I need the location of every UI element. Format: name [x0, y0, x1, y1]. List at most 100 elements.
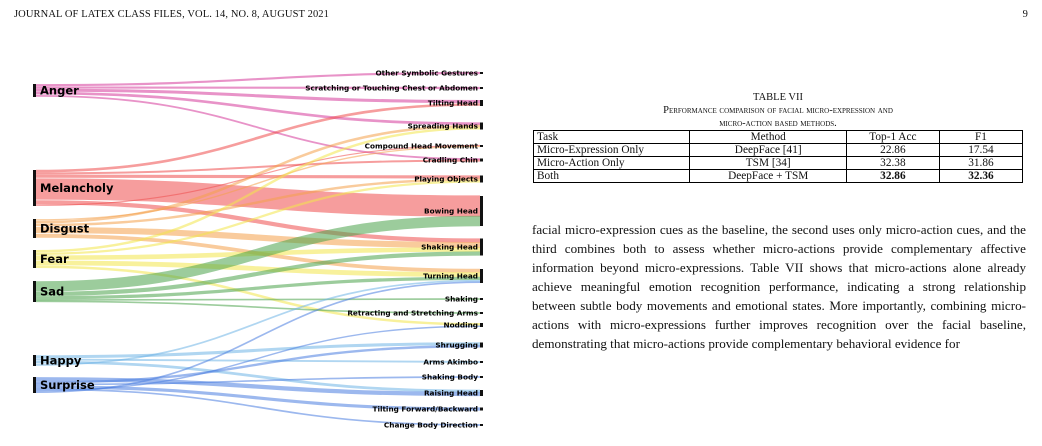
action-node-bar: [480, 424, 483, 426]
action-node-bar: [480, 72, 483, 74]
sankey-link: [35, 88, 481, 104]
table-label: TABLE VII: [753, 92, 803, 103]
emotion-node-bar: [33, 377, 36, 393]
sankey-link: [35, 86, 481, 90]
action-node-label: Other Symbolic Gestures: [375, 69, 478, 78]
action-node-bar: [480, 158, 483, 162]
sankey-link: [35, 260, 481, 277]
sankey-link: [35, 279, 481, 366]
sankey-links: [35, 71, 481, 426]
table-caption: TABLE VII Performance comparison of faci…: [530, 91, 1026, 130]
action-node-bar: [480, 312, 483, 314]
action-node-label: Shrugging: [435, 341, 478, 350]
action-node-label: Change Body Direction: [384, 421, 478, 430]
action-node-bar: [480, 100, 483, 106]
table-header-row: Task Method Top-1 Acc F1: [532, 130, 1024, 144]
sankey-link: [35, 94, 481, 161]
action-node-label: Retracting and Stretching Arms: [347, 309, 478, 318]
method-cell: TSM [34]: [689, 156, 847, 170]
f1-cell: 17.54: [938, 143, 1024, 157]
action-node-bar: [480, 323, 483, 327]
sankey-link: [35, 358, 481, 363]
page-number: 9: [1022, 9, 1028, 20]
column-header-task: Task: [532, 130, 691, 144]
sankey-link: [35, 227, 481, 249]
emotion-micro-action-sankey-figure: Anger Melancholy Disgust Fear Sad Happy Surpri…: [33, 69, 483, 430]
action-node-label: Nodding: [444, 321, 479, 330]
sankey-link: [35, 251, 481, 297]
emotion-node-bar: [33, 250, 36, 268]
sankey-link: [35, 281, 481, 393]
results-table: Task Method Top-1 Acc F1 Micro-Expressio…: [532, 130, 1024, 183]
action-node-label: Turning Head: [423, 272, 478, 281]
table-caption-line-1: Performance comparison of facial micro-e…: [663, 105, 893, 116]
sankey-link: [35, 276, 481, 300]
emotion-node-bar: [33, 355, 36, 366]
sankey-link: [35, 376, 481, 386]
top1-cell: 22.86: [845, 143, 940, 157]
action-node-label: Cradling Chin: [423, 156, 478, 165]
column-header-top1: Top-1 Acc: [845, 130, 940, 144]
column-header-f1: F1: [938, 130, 1024, 144]
sankey-link: [35, 159, 481, 175]
action-node-label: Raising Head: [424, 389, 478, 398]
sankey-link: [35, 174, 481, 179]
body-paragraph: facial micro-expression cues as the base…: [532, 222, 1026, 351]
emotion-node-bar: [33, 170, 36, 206]
sankey-link: [35, 298, 481, 301]
sankey-link: [35, 71, 481, 87]
column-header-method: Method: [689, 130, 847, 144]
f1-cell: 31.86: [938, 156, 1024, 170]
action-node-label: Tilting Forward/Backward: [372, 405, 478, 414]
action-node-label: Spreading Hands: [408, 122, 478, 131]
sankey-link: [35, 388, 481, 426]
action-node-label: Bowing Head: [424, 207, 478, 216]
sankey-link: [35, 345, 481, 384]
action-node-bar: [480, 269, 483, 283]
action-node-bar: [480, 175, 483, 183]
emotion-node-bar: [33, 281, 36, 302]
action-node-bar: [480, 238, 483, 256]
emotion-node-label: Disgust: [40, 222, 90, 236]
action-node-bar: [480, 87, 483, 89]
emotion-node-label: Happy: [40, 354, 82, 368]
emotion-node-label: Fear: [40, 252, 69, 266]
action-node-bar: [480, 376, 483, 378]
f1-cell-best: 32.36: [938, 169, 1024, 183]
emotion-node-label: Surprise: [40, 378, 95, 392]
action-node-label: Playing Objects: [414, 175, 478, 184]
action-node-label: Shaking Body: [422, 373, 478, 382]
task-cell: Micro-Expression Only: [532, 143, 691, 157]
journal-running-title: JOURNAL OF LATEX CLASS FILES, VOL. 14, N…: [14, 9, 329, 20]
emotion-node-label: Anger: [40, 84, 79, 98]
emotion-node-bar: [33, 84, 36, 97]
action-node-bar: [480, 390, 483, 396]
table-row: Micro-Expression Only DeepFace [41] 22.8…: [532, 143, 1024, 157]
action-node-label: Scratching or Touching Chest or Abdomen: [305, 84, 478, 93]
action-node-bar: [480, 145, 483, 147]
emotion-node-label: Sad: [40, 285, 64, 299]
action-node-label: Shaking Head: [421, 243, 478, 252]
action-node-label: Compound Head Movement: [365, 142, 479, 151]
sankey-link: [35, 124, 481, 224]
sankey-link: [35, 300, 481, 314]
action-node-bar: [480, 196, 483, 226]
emotion-node-label: Melancholy: [40, 181, 114, 195]
top1-cell: 32.38: [845, 156, 940, 170]
action-node-bar: [480, 361, 483, 363]
task-cell: Both: [532, 169, 691, 183]
emotion-node-bar: [33, 219, 36, 238]
action-node-label: Shaking: [445, 295, 478, 304]
table-row: Both DeepFace + TSM 32.86 32.36: [532, 169, 1024, 183]
sankey-link: [35, 342, 481, 359]
table-row: Micro-Action Only TSM [34] 32.38 31.86: [532, 156, 1024, 170]
sankey-link: [35, 180, 481, 255]
method-cell: DeepFace [41]: [689, 143, 847, 157]
sankey-link: [35, 215, 481, 292]
sankey-link: [35, 360, 481, 393]
action-node-bar: [480, 342, 483, 348]
sankey-link: [35, 200, 481, 243]
table-caption-line-2: micro-action based methods.: [719, 118, 837, 129]
action-node-bar: [480, 407, 483, 411]
action-node-label: Tilting Head: [428, 99, 478, 108]
